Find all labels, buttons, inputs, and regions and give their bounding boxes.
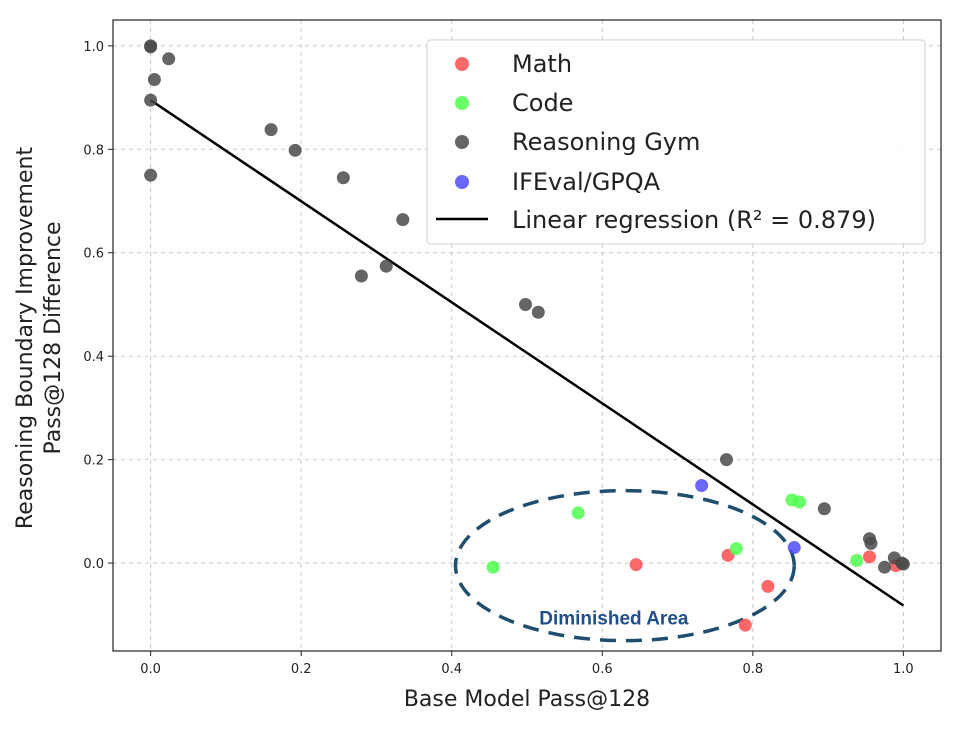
x-tick-label: 0.4 [441,662,462,677]
data-point-reasoning-gym [895,556,909,570]
data-point-reasoning-gym [147,72,161,86]
legend-box [426,39,926,245]
x-tick-label: 0.2 [291,662,312,677]
data-point-code [571,506,585,520]
data-point-reasoning-gym [878,560,892,574]
diminished-area-label: Diminished Area [539,609,689,630]
y-tick-label: 0.2 [83,454,104,469]
data-point-reasoning-gym [531,305,545,319]
annotation-layer: Diminished Area [453,488,796,643]
data-point-reasoning-gym [379,259,393,273]
legend: Math Code Reasoning Gym IFEval/GPQA Linear r… [426,39,926,245]
x-tick-label: 0.8 [742,662,763,677]
data-point-reasoning-gym [288,143,302,157]
data-point-reasoning-gym [336,171,350,185]
legend-label-reasoning-gym: Reasoning Gym [512,128,700,156]
y-axis-title-line-1: Reasoning Boundary Improvement [13,147,38,530]
legend-label-code: Code [512,89,573,117]
legend-marker-code [455,96,469,110]
data-point-code [729,542,743,556]
data-point-code [850,553,864,567]
data-point-ifeval-gpqa [787,541,801,555]
data-point-math [629,558,643,572]
data-point-math [862,550,876,564]
y-axis-title-line-2: Pass@128 Difference [41,221,66,454]
data-point-reasoning-gym [264,123,278,137]
data-point-code [486,560,500,574]
data-point-reasoning-gym [518,297,532,311]
y-tick-label: 0.8 [83,143,104,158]
data-point-code [792,495,806,509]
x-tick-label: 1.0 [893,662,914,677]
x-tick-label: 0.0 [140,662,161,677]
data-point-reasoning-gym [719,453,733,467]
data-point-reasoning-gym [144,168,158,182]
plot-frame [112,19,942,652]
x-axis-title: Base Model Pass@128 [404,687,650,712]
y-tick-label: 0.0 [83,557,104,572]
legend-label-ifeval-gpqa: IFEval/GPQA [512,168,661,196]
data-point-math [738,618,752,632]
y-tick-label: 0.4 [83,350,104,365]
data-point-reasoning-gym [864,536,878,550]
data-point-ifeval-gpqa [695,478,709,492]
data-point-reasoning-gym [162,52,176,66]
data-point-reasoning-gym [144,93,158,107]
regression-line [149,99,905,607]
legend-marker-reasoning-gym [455,135,469,149]
data-point-reasoning-gym [144,40,158,54]
y-tick-label: 0.6 [83,247,104,262]
diminished-area-ellipse [453,488,796,643]
data-point-reasoning-gym [354,269,368,283]
x-tick-label: 0.6 [592,662,613,677]
legend-label-regression: Linear regression (R² = 0.879) [512,206,876,234]
legend-marker-math [455,57,469,71]
y-tick-label: 1.0 [83,40,104,55]
data-points [144,39,910,632]
legend-marker-ifeval-gpqa [455,175,469,189]
legend-label-math: Math [512,50,572,78]
axis-ticks: 0.0 0.2 0.4 0.6 0.8 1.0 0.0 0.2 0.4 0.6 0.8 1.0 [83,40,913,677]
regression-layer [149,99,905,607]
data-point-reasoning-gym [817,502,831,516]
data-point-reasoning-gym [396,213,410,227]
data-point-math [761,579,775,593]
